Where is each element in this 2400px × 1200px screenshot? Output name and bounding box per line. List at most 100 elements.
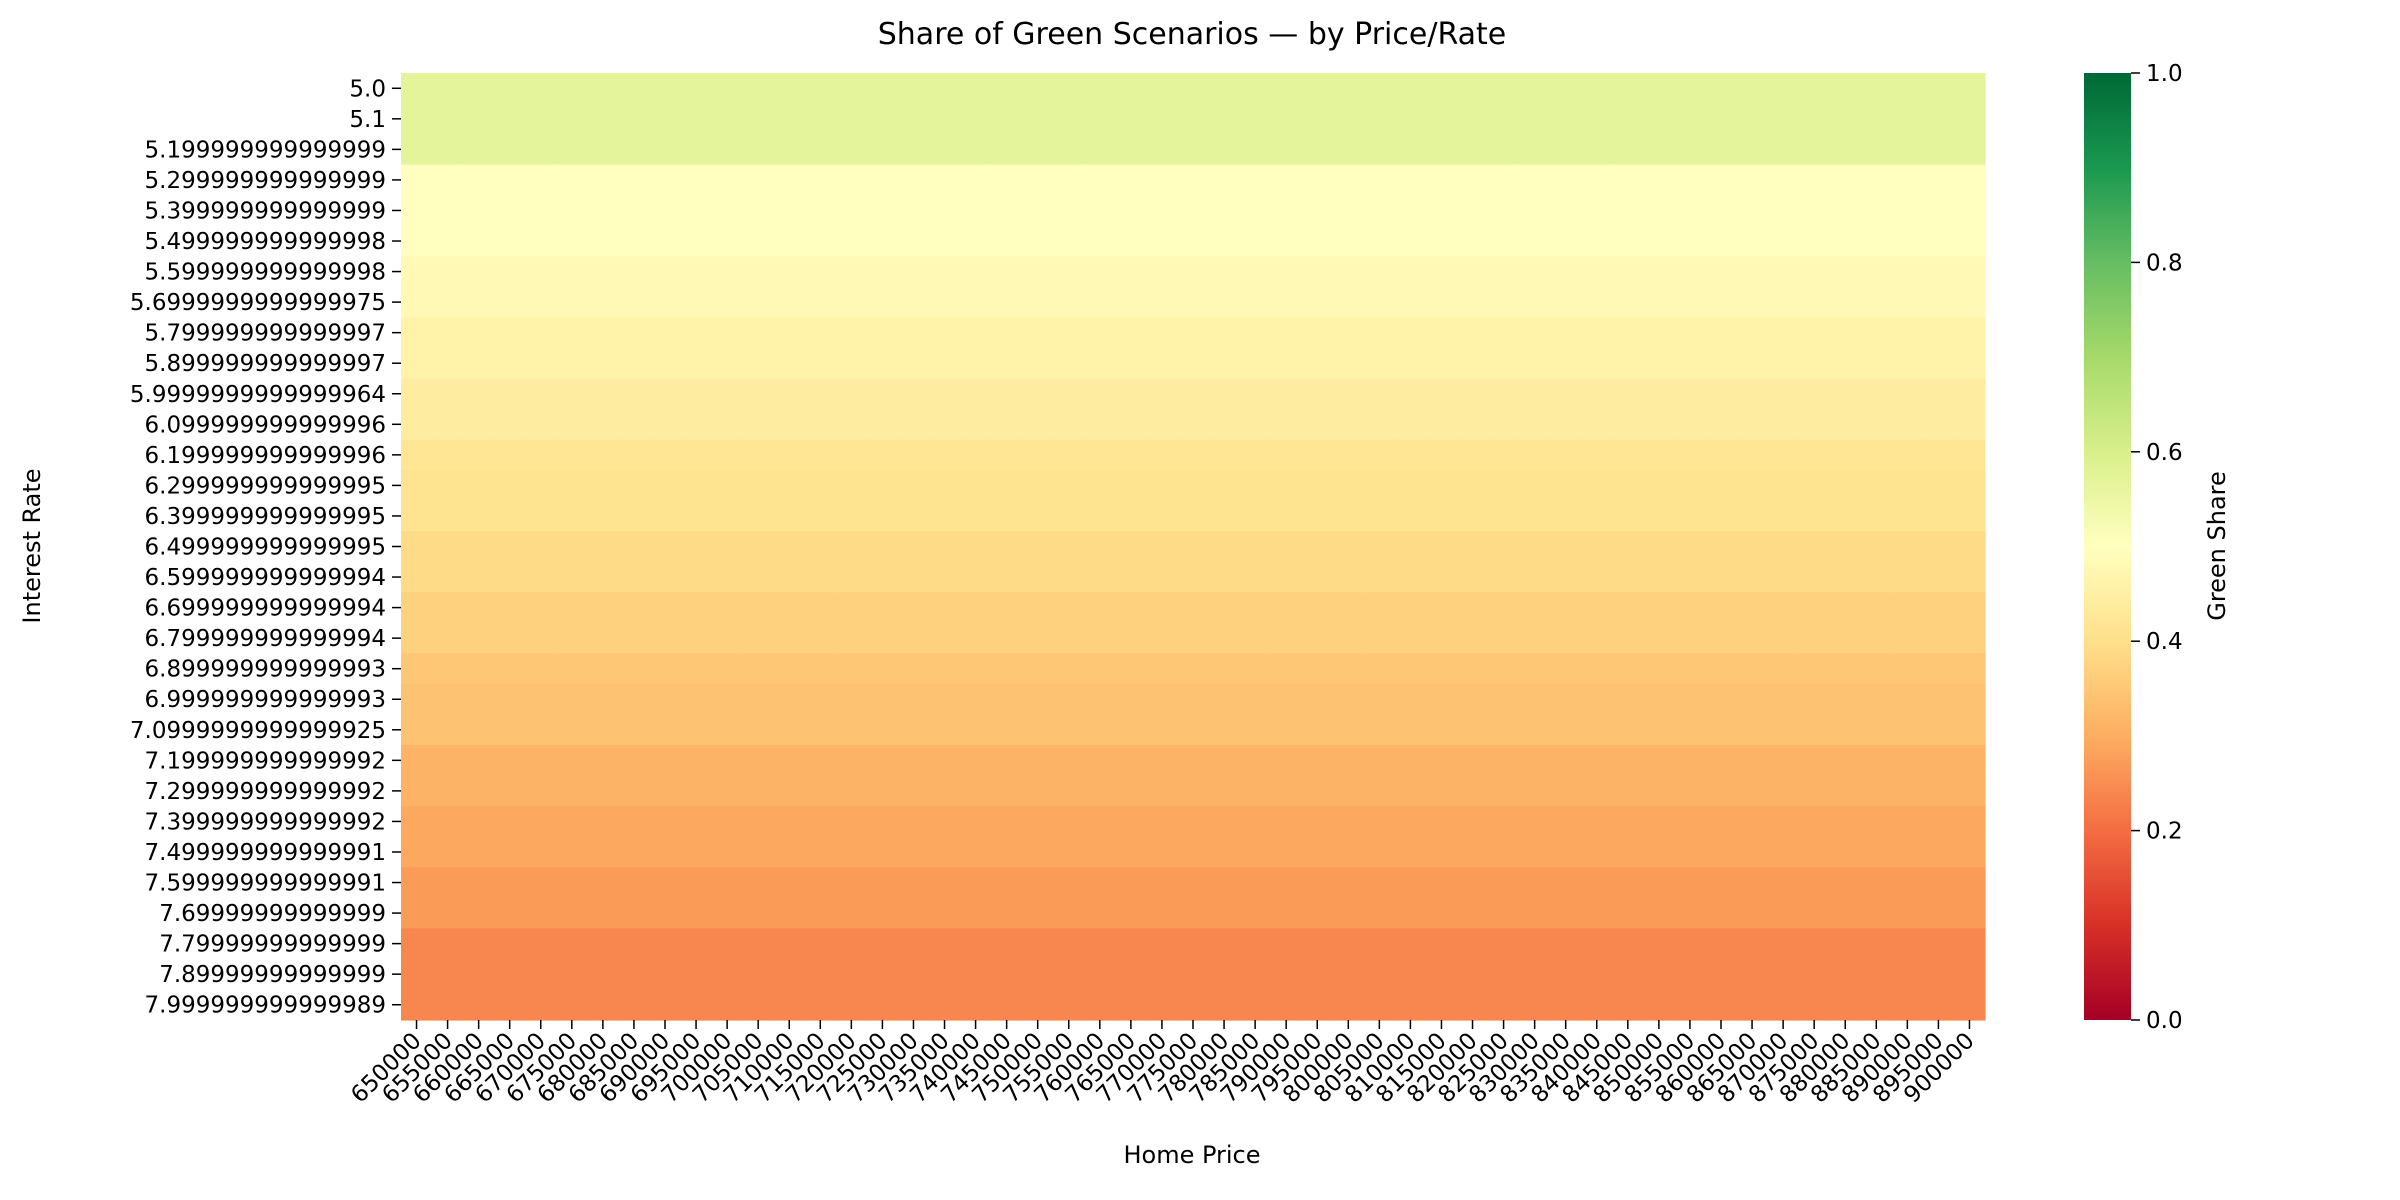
- heatmap-cell: [711, 867, 744, 899]
- heatmap-cell: [1581, 561, 1613, 593]
- heatmap-cell: [1829, 439, 1862, 471]
- heatmap-cell: [1239, 470, 1272, 502]
- heatmap-cell: [680, 378, 713, 410]
- heatmap-cell: [587, 836, 620, 868]
- heatmap-cell: [587, 134, 620, 166]
- heatmap-cell: [587, 347, 620, 380]
- heatmap-cell: [1053, 683, 1085, 716]
- heatmap-cell: [1394, 561, 1427, 593]
- heatmap-cell: [1612, 561, 1644, 593]
- heatmap-cell: [897, 225, 930, 257]
- heatmap-cell: [556, 592, 588, 624]
- heatmap-cell: [1705, 439, 1738, 471]
- heatmap-cell: [494, 317, 526, 349]
- heatmap-cell: [929, 317, 961, 349]
- heatmap-cell: [525, 409, 557, 441]
- heatmap-cell: [1488, 836, 1520, 868]
- heatmap-cell: [432, 867, 464, 899]
- heatmap-cell: [1612, 958, 1644, 991]
- heatmap-cell: [1519, 317, 1551, 349]
- heatmap-cell: [1674, 500, 1707, 532]
- heatmap-cell: [991, 989, 1023, 1021]
- heatmap-cell: [1177, 439, 1210, 471]
- heatmap-cell: [432, 256, 464, 288]
- heatmap-cell: [1643, 989, 1676, 1021]
- heatmap-cell: [804, 317, 837, 349]
- heatmap-cell: [711, 958, 744, 991]
- heatmap-cell: [1891, 347, 1924, 380]
- heatmap-cell: [1270, 775, 1303, 807]
- heatmap-cell: [618, 928, 651, 960]
- heatmap-cell: [1084, 561, 1116, 593]
- heatmap-cell: [618, 836, 651, 868]
- heatmap-cell: [618, 439, 651, 471]
- heatmap-cell: [1767, 989, 1800, 1021]
- heatmap-cell: [1674, 164, 1707, 196]
- heatmap-cell: [1705, 256, 1738, 288]
- heatmap-cell: [432, 806, 464, 838]
- heatmap-cell: [1053, 500, 1085, 532]
- heatmap-cell: [1612, 256, 1644, 288]
- heatmap-cell: [587, 958, 620, 991]
- heatmap-cell: [1829, 928, 1862, 960]
- heatmap-cell: [1053, 195, 1085, 227]
- heatmap-cell: [773, 317, 806, 349]
- heatmap-cell: [1953, 928, 1986, 960]
- heatmap-cell: [618, 958, 651, 991]
- heatmap-cell: [1519, 103, 1551, 135]
- heatmap-cell: [742, 347, 775, 380]
- heatmap-cell: [1270, 347, 1303, 380]
- heatmap-cell: [1208, 256, 1241, 288]
- heatmap-cell: [960, 989, 992, 1021]
- heatmap-cell: [1705, 195, 1738, 227]
- heatmap-cell: [1798, 622, 1831, 655]
- heatmap-cell: [494, 409, 526, 441]
- heatmap-cell: [711, 622, 744, 655]
- heatmap-cell: [1239, 775, 1272, 807]
- heatmap-cell: [804, 347, 837, 380]
- heatmap-cell: [1177, 989, 1210, 1021]
- heatmap-cell: [1053, 286, 1085, 318]
- heatmap-cell: [1177, 409, 1210, 441]
- heatmap-cell: [1829, 531, 1862, 563]
- heatmap-cell: [463, 561, 495, 593]
- heatmap-cell: [1084, 653, 1116, 685]
- heatmap-cell: [1332, 653, 1365, 685]
- heatmap-cell: [1425, 653, 1458, 685]
- heatmap-cell: [897, 500, 930, 532]
- heatmap-cell: [1767, 225, 1800, 257]
- heatmap-cell: [1115, 73, 1148, 105]
- heatmap-cell: [1177, 745, 1210, 777]
- heatmap-cell: [1425, 867, 1458, 899]
- heatmap-cell: [1394, 409, 1427, 441]
- heatmap-cell: [1767, 195, 1800, 227]
- heatmap-cell: [1084, 73, 1116, 105]
- heatmap-cell: [929, 256, 961, 288]
- heatmap-cell: [773, 653, 806, 685]
- heatmap-cell: [1550, 347, 1582, 380]
- heatmap-cell: [680, 897, 713, 929]
- heatmap-cell: [1674, 958, 1707, 991]
- heatmap-cell: [618, 470, 651, 502]
- heatmap-cell: [1829, 378, 1862, 410]
- heatmap-cell: [494, 714, 526, 746]
- heatmap-cell: [1146, 714, 1179, 746]
- heatmap-cell: [1612, 714, 1644, 746]
- heatmap-cell: [1891, 683, 1924, 716]
- heatmap-cell: [1643, 836, 1676, 868]
- heatmap-cell: [1363, 592, 1396, 624]
- heatmap-cell: [1146, 73, 1179, 105]
- heatmap-cell: [463, 683, 495, 716]
- heatmap-cell: [401, 500, 433, 532]
- heatmap-cell: [960, 928, 992, 960]
- heatmap-cell: [1146, 317, 1179, 349]
- heatmap-cell: [1394, 928, 1427, 960]
- heatmap-cell: [1519, 714, 1551, 746]
- heatmap-cell: [1270, 378, 1303, 410]
- heatmap-cell: [1953, 836, 1986, 868]
- heatmap-cell: [804, 73, 837, 105]
- heatmap-cell: [866, 195, 899, 227]
- heatmap-cell: [835, 225, 868, 257]
- heatmap-cell: [866, 958, 899, 991]
- heatmap-cell: [1115, 989, 1148, 1021]
